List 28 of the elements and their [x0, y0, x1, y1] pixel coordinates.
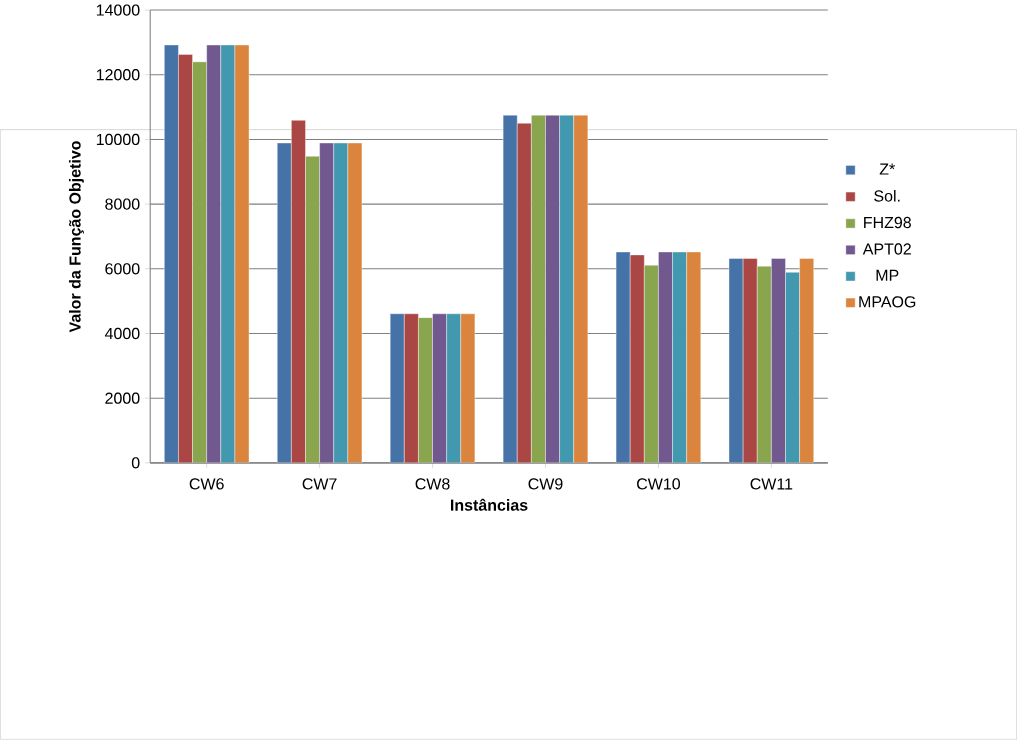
- y-tick-label: 0: [131, 457, 140, 469]
- legend-label: MPAOG: [859, 296, 916, 308]
- y-tick-label: 6000: [105, 263, 140, 275]
- bar: [559, 115, 574, 464]
- x-tick-label: CW8: [415, 478, 450, 490]
- y-tick-label: 8000: [105, 198, 140, 210]
- bar: [220, 45, 236, 464]
- bar: [672, 251, 687, 464]
- x-tick-label: CW10: [637, 478, 681, 490]
- bar: [446, 313, 461, 464]
- y-tick-label: 4000: [104, 328, 140, 340]
- bar: [333, 142, 349, 464]
- y-tick-label: 2000: [105, 392, 140, 405]
- x-tick-label: CW7: [302, 478, 337, 490]
- y-axis-title: Valor da Função Objetivo: [68, 141, 84, 333]
- bar: [785, 272, 800, 464]
- x-tick-label: CW11: [750, 478, 793, 490]
- x-axis-title: Instâncias: [450, 498, 528, 511]
- y-tick-label: 10000: [96, 133, 140, 146]
- legend-label: Z*: [879, 163, 895, 175]
- legend-label: APT02: [862, 243, 911, 255]
- legend-label: FHZ98: [864, 217, 911, 229]
- y-tick-label: 12000: [96, 69, 140, 81]
- y-tick-label: 14000: [96, 4, 140, 16]
- legend-label: Sol.: [874, 190, 900, 202]
- x-tick-label: CW9: [528, 478, 563, 490]
- legend-label: MP: [876, 270, 899, 282]
- x-tick-label: CW6: [189, 478, 224, 490]
